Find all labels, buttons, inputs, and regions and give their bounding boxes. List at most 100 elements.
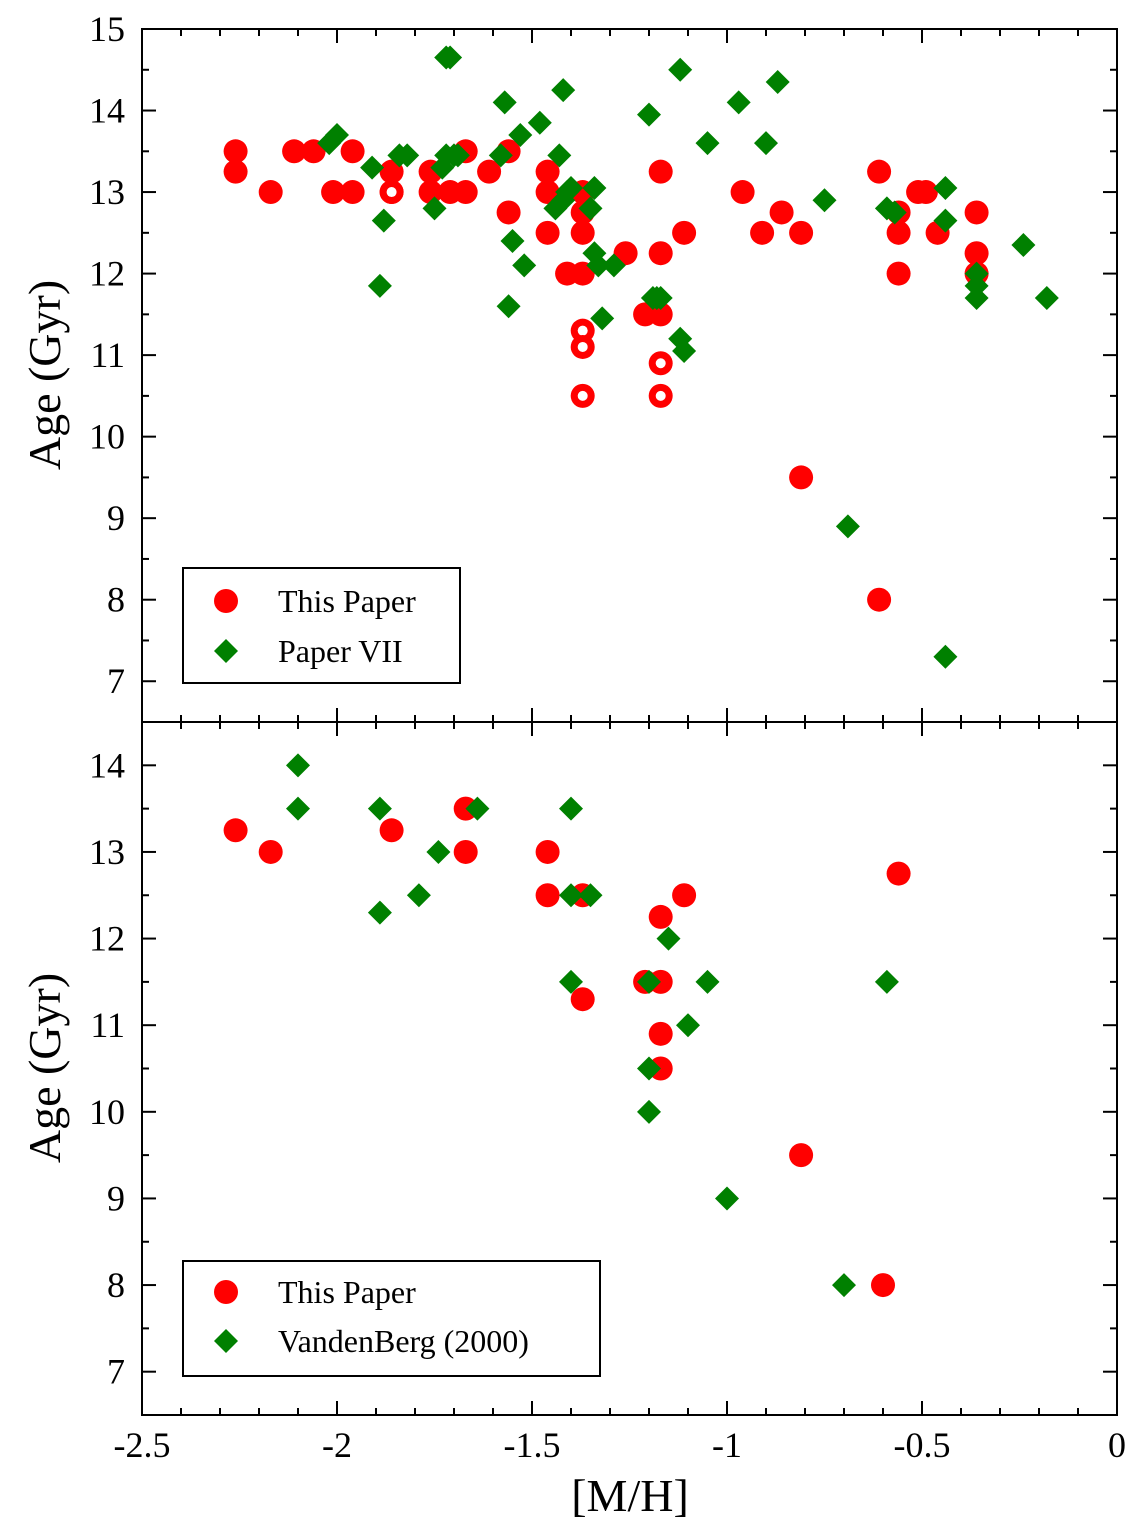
data-point-diamond — [754, 131, 778, 156]
data-point-diamond — [578, 196, 603, 221]
data-point-circle — [730, 180, 755, 205]
data-point-circle — [789, 220, 814, 245]
data-point-open-circle-hole — [386, 187, 397, 198]
data-point-diamond — [367, 796, 392, 821]
data-point-circle — [789, 465, 814, 490]
data-point-circle — [648, 241, 673, 266]
y-tick-label: 11 — [90, 1005, 125, 1045]
data-point-open-circle-hole — [577, 325, 588, 336]
y-tick-label: 8 — [107, 580, 125, 620]
data-point-diamond — [512, 253, 537, 278]
data-point-diamond — [668, 57, 693, 82]
top-panel: 7 8 9 10 11 12 13 14 15 Age (Gyr) This Paper Pap… — [19, 9, 1118, 723]
data-point-diamond — [578, 883, 603, 908]
y-tick-label: 12 — [89, 254, 125, 294]
data-point-circle — [648, 302, 673, 327]
x-tick-label: 0 — [1108, 1425, 1126, 1465]
data-point-circle — [886, 261, 911, 286]
bottom-x-tick-labels: -2.5 -2 -1.5 -1 -0.5 0 — [114, 1425, 1127, 1465]
y-tick-label: 7 — [107, 1352, 125, 1392]
data-point-circle — [886, 220, 911, 245]
data-point-circle — [867, 159, 892, 184]
data-point-circle — [340, 139, 365, 164]
bottom-legend-label-this-paper: This Paper — [278, 1274, 416, 1310]
y-tick-label: 14 — [89, 745, 125, 785]
data-point-diamond — [496, 294, 521, 319]
top-y-axis-title: Age (Gyr) — [19, 280, 70, 470]
data-point-circle — [886, 861, 911, 886]
y-tick-label: 9 — [107, 1178, 125, 1218]
data-point-diamond — [835, 514, 860, 539]
data-point-diamond — [367, 273, 392, 298]
top-legend-label-this-paper: This Paper — [278, 583, 416, 619]
data-point-diamond — [676, 1013, 700, 1038]
data-point-open-circle-hole — [577, 390, 588, 401]
data-point-circle — [321, 180, 346, 205]
top-axis-ticks — [141, 28, 1118, 723]
data-point-diamond — [559, 796, 583, 821]
data-point-diamond — [812, 188, 837, 213]
bottom-axis-ticks — [141, 721, 1118, 1416]
data-point-diamond — [488, 143, 513, 168]
data-point-diamond — [367, 900, 392, 925]
y-tick-label: 11 — [90, 335, 125, 375]
y-tick-label: 13 — [89, 172, 125, 212]
data-point-diamond — [637, 969, 661, 994]
data-point-open-circle-hole — [655, 358, 666, 369]
data-point-open-circle-hole — [655, 390, 666, 401]
data-point-diamond — [582, 175, 607, 200]
top-legend: This Paper Paper VII — [182, 567, 461, 684]
top-legend-circle-marker — [214, 589, 238, 613]
y-tick-label: 14 — [89, 91, 125, 131]
x-tick-label: -0.5 — [894, 1425, 951, 1465]
bottom-legend: This Paper VandenBerg (2000) — [182, 1260, 601, 1377]
data-point-circle — [535, 220, 560, 245]
data-point-diamond — [882, 200, 907, 225]
data-point-diamond — [832, 1273, 856, 1298]
data-point-circle — [789, 1143, 814, 1168]
y-tick-label: 10 — [89, 417, 125, 457]
data-point-diamond — [726, 90, 751, 115]
data-point-diamond — [656, 926, 681, 951]
data-point-diamond — [426, 839, 451, 864]
data-point-circle — [535, 159, 560, 184]
data-point-circle — [535, 883, 560, 908]
bottom-legend-diamond-marker — [214, 1329, 238, 1353]
data-point-diamond — [637, 1099, 661, 1124]
data-point-circle — [453, 839, 478, 864]
data-point-diamond — [590, 306, 615, 331]
data-point-diamond — [527, 110, 552, 135]
data-point-diamond — [637, 1056, 661, 1081]
data-point-diamond — [933, 208, 958, 233]
y-tick-label: 12 — [89, 919, 125, 959]
data-point-circle — [340, 180, 365, 205]
data-point-diamond — [438, 45, 463, 70]
data-point-circle — [867, 587, 892, 612]
data-point-diamond — [586, 253, 611, 278]
data-point-circle — [535, 839, 560, 864]
data-point-diamond — [360, 155, 385, 180]
data-point-circle — [223, 818, 248, 843]
data-point-diamond — [559, 175, 583, 200]
bottom-y-tick-labels: 7 8 9 10 11 12 13 14 — [89, 745, 125, 1391]
data-point-circle — [282, 139, 307, 164]
data-point-diamond — [445, 143, 470, 168]
data-point-diamond — [500, 228, 525, 253]
bottom-legend-box — [182, 1260, 601, 1377]
y-tick-label: 8 — [107, 1265, 125, 1305]
data-point-circle — [648, 159, 673, 184]
x-axis-title: [M/H] — [571, 1470, 689, 1521]
data-point-circle — [750, 220, 775, 245]
y-tick-label: 13 — [89, 832, 125, 872]
top-legend-box — [182, 567, 461, 684]
bottom-plot-frame — [141, 721, 1118, 1416]
data-point-circle — [648, 1021, 673, 1046]
data-point-circle — [223, 139, 248, 164]
data-point-circle — [496, 200, 521, 225]
data-point-circle — [570, 220, 595, 245]
data-point-diamond — [325, 122, 349, 147]
data-point-circle — [570, 987, 595, 1012]
data-point-diamond — [964, 273, 989, 298]
top-y-tick-labels: 7 8 9 10 11 12 13 14 15 — [89, 9, 125, 701]
